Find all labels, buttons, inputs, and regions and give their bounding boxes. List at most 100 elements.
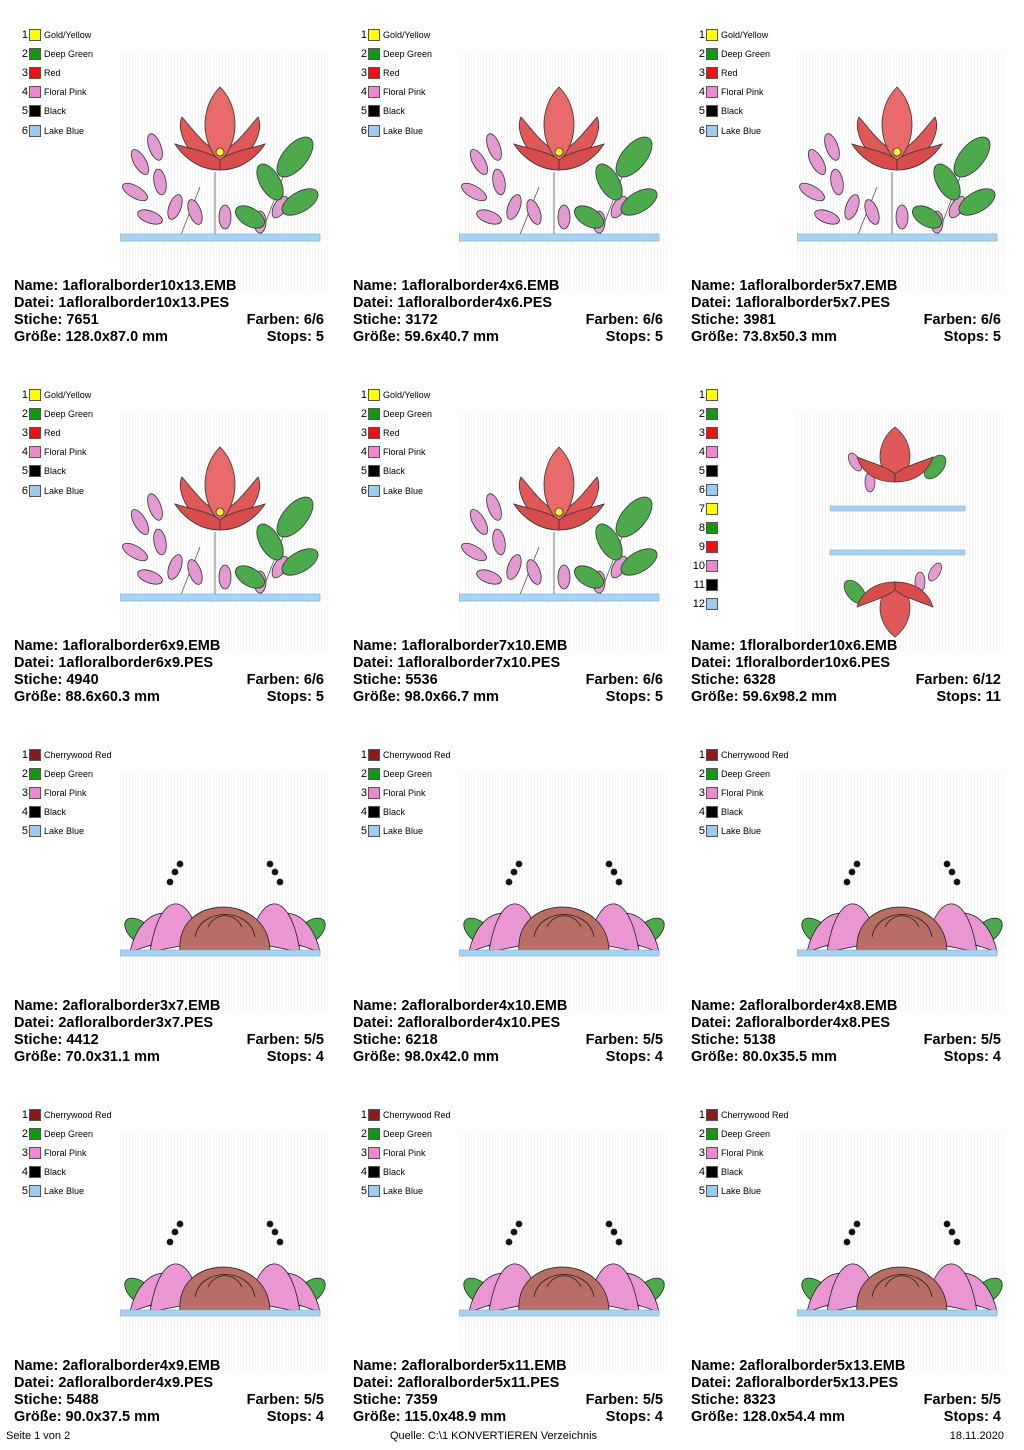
color-number: 2	[698, 767, 705, 780]
color-swatch	[706, 786, 718, 799]
design-preview	[795, 412, 1005, 652]
color-name: Deep Green	[44, 48, 94, 59]
color-swatch	[29, 767, 41, 780]
color-legend-row: 4 Black	[691, 805, 743, 820]
color-name: Gold/Yellow	[383, 389, 431, 400]
design-info: Name: 1afloralborder5x7.EMB Datei: 1aflo…	[691, 278, 1001, 346]
color-swatch	[29, 825, 41, 838]
stitch-count: Stiche: 7651	[14, 312, 99, 328]
color-swatch	[368, 465, 380, 478]
color-swatch	[706, 1185, 718, 1198]
color-legend-row: 1 Cherrywood Red	[353, 1107, 451, 1122]
color-legend-row: 1 Cherrywood Red	[691, 1107, 789, 1122]
color-number: 6	[698, 483, 705, 496]
color-legend-row: 3 Red	[691, 65, 738, 80]
color-number: 4	[21, 446, 28, 459]
color-number: 2	[698, 1127, 705, 1140]
color-number: 5	[360, 105, 367, 118]
color-number: 3	[360, 1146, 367, 1159]
color-legend-row: 5 Lake Blue	[14, 824, 84, 839]
color-swatch	[368, 47, 380, 60]
page-footer: Seite 1 von 2 Quelle: C:\1 KONVERTIEREN …	[0, 1428, 1024, 1446]
color-swatch	[706, 47, 718, 60]
color-number: 5	[360, 825, 367, 838]
color-legend-row: 7	[691, 501, 721, 516]
lily-embroidery-preview	[120, 86, 321, 242]
color-name: Deep Green	[721, 48, 771, 59]
color-swatch	[706, 483, 718, 496]
design-preview	[120, 52, 330, 292]
design-name: Name: 1afloralborder6x9.EMB	[14, 638, 221, 654]
color-count: Farben: 5/5	[923, 1032, 1001, 1048]
color-legend-row: 2 Deep Green	[14, 406, 93, 421]
color-number: 6	[360, 124, 367, 137]
color-name: Deep Green	[721, 1128, 771, 1139]
color-legend-row: 6 Lake Blue	[14, 123, 84, 138]
color-number: 10	[692, 559, 705, 572]
color-number: 3	[698, 1146, 705, 1159]
color-number: 2	[360, 47, 367, 60]
color-legend-row: 3 Floral Pink	[14, 785, 87, 800]
color-swatch	[706, 105, 718, 118]
design-size: Größe: 59.6x98.2 mm	[691, 689, 837, 705]
design-name: Name: 1floralborder10x6.EMB	[691, 638, 898, 654]
color-swatch	[29, 47, 41, 60]
color-name: Lake Blue	[721, 826, 762, 837]
color-legend-row: 1 Gold/Yellow	[691, 27, 768, 42]
color-swatch	[29, 1108, 41, 1121]
color-swatch	[368, 1108, 380, 1121]
color-legend-row: 1 Gold/Yellow	[353, 27, 430, 42]
color-name: Lake Blue	[383, 1186, 424, 1197]
color-number: 8	[698, 521, 705, 534]
color-swatch	[29, 388, 41, 401]
color-number: 4	[698, 86, 705, 99]
color-name: Gold/Yellow	[44, 389, 92, 400]
color-legend-row: 3 Floral Pink	[691, 785, 764, 800]
color-name: Black	[44, 1167, 67, 1178]
color-number: 3	[360, 66, 367, 79]
color-swatch	[368, 426, 380, 439]
color-number: 6	[21, 484, 28, 497]
color-number: 2	[360, 1127, 367, 1140]
color-legend-row: 5	[691, 463, 721, 478]
design-info: Name: 2afloralborder5x11.EMB Datei: 2afl…	[353, 1358, 663, 1426]
design-size: Größe: 128.0x54.4 mm	[691, 1409, 845, 1425]
color-name: Black	[44, 466, 67, 477]
color-number: 11	[693, 578, 705, 591]
design-file: Datei: 2afloralborder4x10.PES	[353, 1015, 561, 1031]
color-count: Farben: 5/5	[585, 1392, 663, 1408]
color-number: 2	[698, 47, 705, 60]
design-preview	[797, 772, 1007, 1012]
color-number: 2	[360, 407, 367, 420]
color-legend-row: 5 Lake Blue	[14, 1184, 84, 1199]
color-swatch	[29, 484, 41, 497]
color-name: Red	[383, 427, 400, 438]
color-number: 1	[21, 1108, 28, 1121]
color-swatch	[368, 1146, 380, 1159]
design-name: Name: 2afloralborder3x7.EMB	[14, 998, 221, 1014]
color-swatch	[368, 66, 380, 79]
color-name: Lake Blue	[44, 826, 85, 837]
design-file: Datei: 2afloralborder4x9.PES	[14, 1375, 214, 1391]
split-border-embroidery-preview	[829, 426, 966, 638]
stitch-count: Stiche: 4940	[14, 672, 99, 688]
color-name: Lake Blue	[383, 826, 424, 837]
stop-count: Stops: 5	[266, 689, 324, 705]
design-preview	[120, 412, 330, 652]
color-swatch	[368, 105, 380, 118]
color-number: 5	[698, 464, 705, 477]
color-legend-row: 5 Lake Blue	[691, 1184, 761, 1199]
design-card: 1 Cherrywood Red 2 Deep Green 3 Floral P…	[353, 748, 673, 1090]
color-swatch	[706, 445, 718, 458]
color-number: 6	[21, 124, 28, 137]
design-preview	[120, 772, 330, 1012]
color-name: Black	[721, 807, 744, 818]
design-info: Name: 2afloralborder4x9.EMB Datei: 2aflo…	[14, 1358, 324, 1426]
color-legend-row: 2 Deep Green	[353, 46, 432, 61]
color-name: Gold/Yellow	[44, 29, 92, 40]
color-legend-row: 4 Floral Pink	[14, 85, 87, 100]
color-name: Floral Pink	[383, 1147, 426, 1158]
color-count: Farben: 6/12	[915, 672, 1001, 688]
design-card: 1 Cherrywood Red 2 Deep Green 3 Floral P…	[353, 1107, 673, 1450]
color-legend-row: 2	[691, 406, 721, 421]
